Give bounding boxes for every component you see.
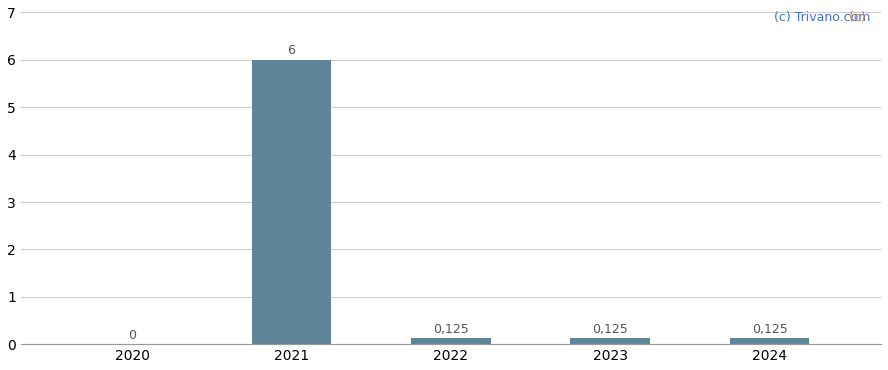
Text: 0,125: 0,125 xyxy=(751,323,788,336)
Text: (c) Trivano.com: (c) Trivano.com xyxy=(773,11,870,24)
Text: 6: 6 xyxy=(288,44,296,57)
Bar xyxy=(570,338,650,344)
Bar xyxy=(251,60,331,344)
Text: 0: 0 xyxy=(128,329,136,342)
Bar xyxy=(730,338,809,344)
Text: 0,125: 0,125 xyxy=(592,323,628,336)
Text: 0,125: 0,125 xyxy=(433,323,469,336)
Bar xyxy=(411,338,491,344)
Text: (c): (c) xyxy=(850,11,870,24)
